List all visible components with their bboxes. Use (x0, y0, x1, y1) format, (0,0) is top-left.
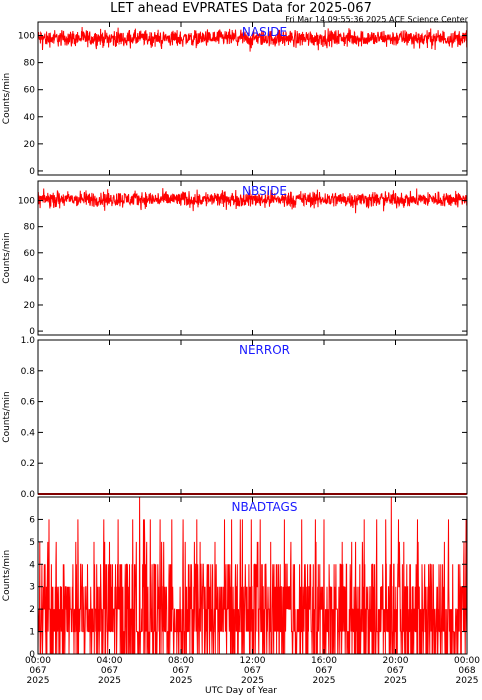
x-tick-time: 08:00 (168, 656, 194, 666)
y-axis-label: Counts/min (2, 550, 12, 601)
y-tick-label: 1 (29, 628, 35, 638)
x-tick-year: 2025 (241, 676, 264, 686)
y-tick-label: 0 (29, 327, 35, 337)
x-tick-time: 16:00 (311, 656, 337, 666)
y-tick-label: 100 (18, 197, 35, 207)
y-tick-label: 0.8 (21, 367, 36, 377)
y-tick-label: 60 (24, 86, 36, 96)
x-tick-time: 20:00 (383, 656, 409, 666)
x-axis-title: UTC Day of Year (205, 686, 277, 696)
series-line-nbside (37, 188, 468, 214)
x-tick-doy: 067 (101, 666, 118, 676)
plot-frame-nerror (37, 339, 468, 495)
y-axis-label: Counts/min (2, 391, 12, 442)
y-tick-label: 20 (24, 301, 36, 311)
generation-timestamp: Fri Mar 14 09:55:36 2025 ACE Science Cen… (285, 15, 468, 24)
y-tick-label: 80 (24, 59, 36, 69)
y-tick-label: 5 (29, 538, 35, 548)
y-tick-label: 4 (29, 560, 35, 570)
x-tick-year: 2025 (456, 676, 479, 686)
y-tick-label: 6 (29, 515, 35, 525)
y-tick-label: 0.2 (21, 459, 35, 469)
y-tick-label: 80 (24, 223, 36, 233)
chart-title: LET ahead EVPRATES Data for 2025-067 (110, 1, 372, 16)
y-tick-label: 60 (24, 249, 36, 259)
panel-label-naside: NASIDE (242, 25, 287, 39)
y-tick-label: 100 (18, 32, 35, 42)
panel-label-nerror: NERROR (239, 343, 290, 357)
x-tick-doy: 067 (244, 666, 261, 676)
x-tick-year: 2025 (170, 676, 193, 686)
y-axis-label: Counts/min (2, 232, 12, 283)
series-line-nbadtags (37, 496, 468, 655)
x-tick-doy: 067 (387, 666, 404, 676)
y-tick-label: 3 (29, 583, 35, 593)
x-tick-doy: 067 (172, 666, 189, 676)
y-tick-label: 0 (29, 650, 35, 660)
series-line-naside (37, 26, 468, 52)
x-tick-year: 2025 (27, 676, 50, 686)
x-tick-time: 12:00 (240, 656, 266, 666)
x-tick-time: 04:00 (97, 656, 123, 666)
y-tick-label: 40 (24, 113, 36, 123)
x-tick-time: 00:00 (454, 656, 480, 666)
y-axis-label: Counts/min (2, 73, 12, 124)
y-tick-label: 0.6 (21, 398, 36, 408)
x-tick-year: 2025 (98, 676, 121, 686)
x-tick-doy: 067 (315, 666, 332, 676)
y-tick-label: 0.0 (21, 490, 36, 500)
x-tick-doy: 068 (458, 666, 475, 676)
x-tick-year: 2025 (313, 676, 336, 686)
y-tick-label: 0 (29, 167, 35, 177)
x-tick-year: 2025 (384, 676, 407, 686)
y-tick-label: 0.4 (21, 428, 36, 438)
y-tick-label: 2 (29, 605, 35, 615)
y-tick-label: 20 (24, 140, 36, 150)
x-tick-time: 00:00 (25, 656, 51, 666)
panel-label-nbside: NBSIDE (242, 184, 287, 198)
panel-label-nbadtags: NBADTAGS (232, 500, 298, 514)
y-tick-label: 40 (24, 275, 36, 285)
y-tick-label: 1.0 (21, 336, 36, 346)
x-tick-doy: 067 (29, 666, 46, 676)
